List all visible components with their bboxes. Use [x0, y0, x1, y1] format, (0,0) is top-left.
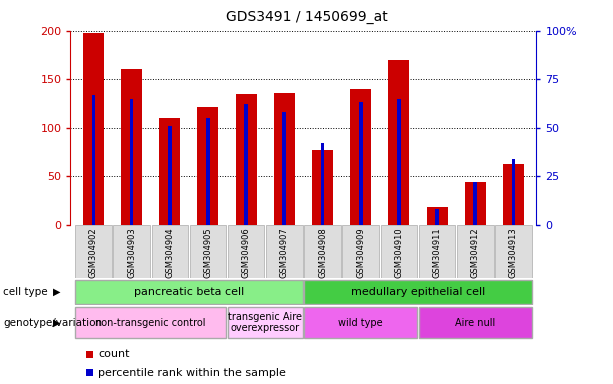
Text: cell type: cell type — [3, 287, 48, 297]
Text: wild type: wild type — [338, 318, 383, 328]
Text: medullary epithelial cell: medullary epithelial cell — [351, 287, 485, 297]
Text: GSM304903: GSM304903 — [127, 227, 136, 278]
Text: GSM304912: GSM304912 — [471, 227, 480, 278]
FancyBboxPatch shape — [75, 225, 112, 278]
Bar — [427, 207, 447, 225]
Text: GSM304913: GSM304913 — [509, 227, 518, 278]
Bar — [389, 60, 409, 225]
Bar — [206, 118, 210, 225]
Text: GSM304907: GSM304907 — [280, 227, 289, 278]
Bar — [83, 33, 104, 225]
Bar — [244, 104, 248, 225]
Text: GSM304908: GSM304908 — [318, 227, 327, 278]
FancyBboxPatch shape — [75, 280, 303, 304]
Text: GSM304905: GSM304905 — [204, 227, 213, 278]
FancyBboxPatch shape — [113, 225, 150, 278]
Bar — [159, 118, 180, 225]
FancyBboxPatch shape — [266, 225, 303, 278]
FancyBboxPatch shape — [228, 225, 264, 278]
FancyBboxPatch shape — [304, 280, 531, 304]
Bar — [274, 93, 295, 225]
Bar — [121, 68, 142, 225]
Bar — [235, 94, 257, 225]
FancyBboxPatch shape — [457, 225, 493, 278]
FancyBboxPatch shape — [75, 307, 226, 338]
Text: transgenic Aire
overexpressor: transgenic Aire overexpressor — [228, 312, 302, 333]
FancyBboxPatch shape — [151, 225, 188, 278]
Bar — [321, 143, 324, 225]
Bar — [359, 103, 363, 225]
Bar — [473, 182, 477, 225]
Text: GSM304909: GSM304909 — [356, 227, 365, 278]
FancyBboxPatch shape — [228, 307, 303, 338]
Text: ▶: ▶ — [53, 287, 60, 297]
Text: GSM304904: GSM304904 — [166, 227, 174, 278]
Bar — [397, 99, 401, 225]
FancyBboxPatch shape — [189, 225, 226, 278]
FancyBboxPatch shape — [419, 307, 531, 338]
Bar — [350, 89, 371, 225]
Text: GSM304911: GSM304911 — [433, 227, 441, 278]
Bar — [197, 107, 218, 225]
Bar — [168, 126, 172, 225]
Text: GDS3491 / 1450699_at: GDS3491 / 1450699_at — [226, 10, 387, 23]
Bar — [503, 164, 524, 225]
Bar — [512, 159, 516, 225]
Bar — [130, 99, 134, 225]
Text: genotype/variation: genotype/variation — [3, 318, 102, 328]
FancyBboxPatch shape — [304, 307, 417, 338]
Bar — [283, 112, 286, 225]
FancyBboxPatch shape — [304, 225, 341, 278]
FancyBboxPatch shape — [381, 225, 417, 278]
Text: pancreatic beta cell: pancreatic beta cell — [134, 287, 244, 297]
FancyBboxPatch shape — [419, 225, 455, 278]
Text: percentile rank within the sample: percentile rank within the sample — [98, 368, 286, 378]
Text: GSM304906: GSM304906 — [242, 227, 251, 278]
Text: GSM304910: GSM304910 — [394, 227, 403, 278]
Text: Aire null: Aire null — [455, 318, 495, 328]
Bar — [312, 150, 333, 225]
Text: count: count — [98, 349, 129, 359]
FancyBboxPatch shape — [343, 225, 379, 278]
Bar — [435, 209, 439, 225]
Bar — [465, 182, 485, 225]
FancyBboxPatch shape — [495, 225, 531, 278]
Bar — [91, 95, 95, 225]
Text: GSM304902: GSM304902 — [89, 227, 98, 278]
Text: ▶: ▶ — [53, 318, 60, 328]
Text: non-transgenic control: non-transgenic control — [96, 318, 206, 328]
